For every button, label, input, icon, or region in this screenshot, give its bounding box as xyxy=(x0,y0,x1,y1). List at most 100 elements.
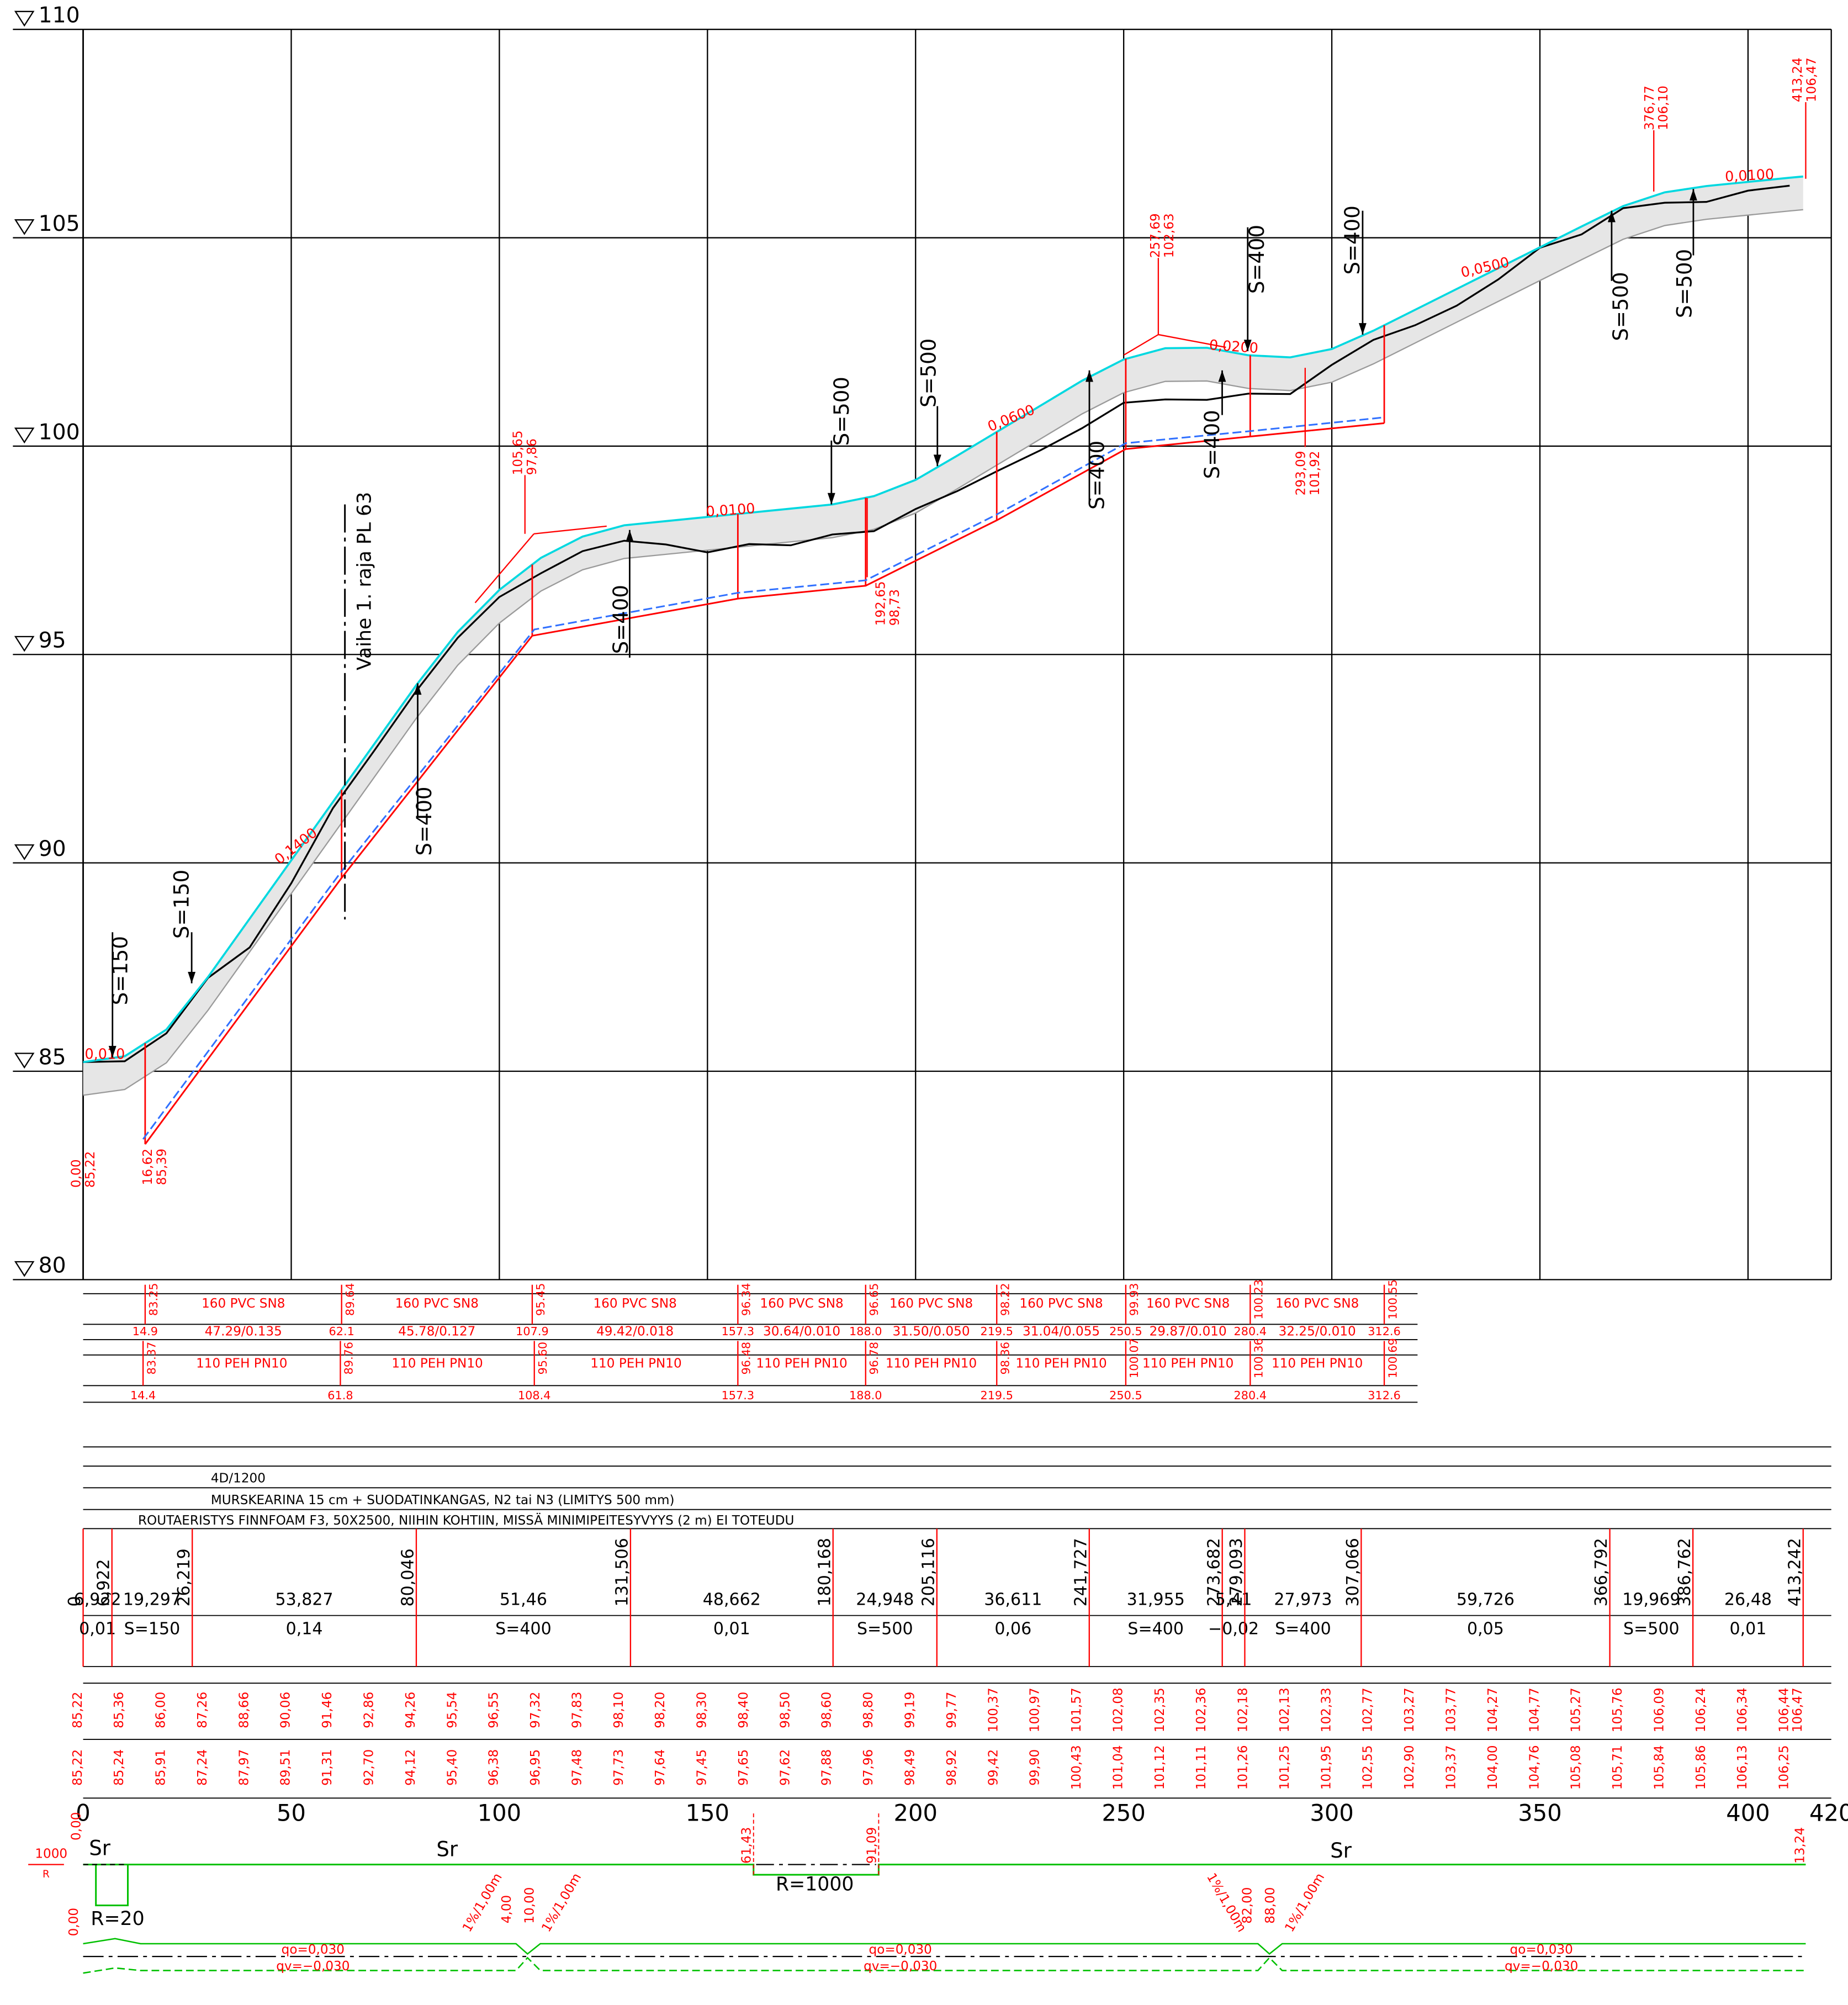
leader xyxy=(1123,334,1159,356)
pipe-name: 160 PVC SN8 xyxy=(1146,1297,1230,1311)
alignment-station: 61,43 xyxy=(740,1827,754,1864)
s-arrowhead xyxy=(1689,189,1697,201)
ground-elevation-label: 96,38 xyxy=(487,1749,501,1786)
x-tick-label: 420 xyxy=(1809,1799,1848,1826)
length-label: 53,827 xyxy=(276,1590,333,1609)
annotation-elevation: 106,10 xyxy=(1656,86,1671,130)
x-tick-label: 400 xyxy=(1726,1799,1770,1826)
annotation-station: 105,65 xyxy=(511,430,526,475)
grade-label: S=500 xyxy=(857,1620,913,1639)
pipe-name: 160 PVC SN8 xyxy=(1019,1297,1103,1311)
x-tick-label: 250 xyxy=(1102,1799,1145,1826)
radius-axis-label: R xyxy=(43,1869,50,1880)
grade-label: S=400 xyxy=(1275,1620,1331,1639)
leader xyxy=(474,533,534,604)
cross-slope-station: 88,00 xyxy=(1263,1887,1278,1924)
design-elevation-label: 101,57 xyxy=(1069,1687,1084,1732)
pipe-segment-label: 30.64/0.010 xyxy=(763,1325,840,1339)
grade-label: S=150 xyxy=(124,1620,181,1639)
design-elevation-label: 104,77 xyxy=(1527,1687,1542,1732)
x-tick-label: 150 xyxy=(686,1799,729,1826)
breakpoint-label: 131,506 xyxy=(613,1538,632,1606)
ground-elevation-label: 97,45 xyxy=(695,1749,709,1786)
pipe-station-label: 188.0 xyxy=(849,1325,882,1338)
ground-elevation-label: 102,55 xyxy=(1361,1745,1375,1790)
pipe-segment-label: 47.29/0.135 xyxy=(205,1325,282,1339)
design-elevation-label: 98,50 xyxy=(778,1692,792,1728)
annotation-station: 0,00 xyxy=(69,1159,83,1187)
cross-slope-lower xyxy=(83,1956,1806,1974)
x-tick-label: 50 xyxy=(277,1799,306,1826)
level-symbol xyxy=(14,427,35,444)
design-elevation-label: 98,80 xyxy=(861,1692,876,1728)
cross-slope-station: 4,00 xyxy=(500,1895,514,1923)
annotation-elevation: 85,39 xyxy=(155,1149,169,1185)
annotation-elevation: 97,86 xyxy=(525,438,539,475)
breakpoint-label: 279,093 xyxy=(1227,1538,1246,1606)
s-arrowhead xyxy=(1358,323,1367,335)
transition-label: 1%/1,00m xyxy=(539,1871,585,1935)
annotation-station: 16,62 xyxy=(141,1149,155,1185)
ground-elevation-label: 97,64 xyxy=(653,1749,668,1786)
breakpoint-label: 241,727 xyxy=(1071,1538,1090,1606)
length-label: 36,611 xyxy=(984,1590,1042,1609)
breakpoint-label: 26,219 xyxy=(174,1548,194,1606)
pipe-elevation-label: 95.60 xyxy=(536,1342,549,1375)
x-tick-label: 100 xyxy=(478,1799,521,1826)
pipe-name: 110 PEH PN10 xyxy=(391,1357,483,1371)
grade-label: S=400 xyxy=(495,1620,552,1639)
design-elevation-label: 105,27 xyxy=(1569,1687,1584,1732)
transition-label: 1%/1,00m xyxy=(1283,1871,1328,1935)
s-arrowhead xyxy=(1218,370,1226,382)
alignment-station: 0,00 xyxy=(69,1812,83,1840)
ground-elevation-label: 97,88 xyxy=(820,1749,834,1786)
pipe-name: 110 PEH PN10 xyxy=(1272,1357,1363,1371)
breakpoint-label: 386,762 xyxy=(1675,1538,1695,1606)
level-symbol xyxy=(14,1261,35,1277)
ground-elevation-label: 95,40 xyxy=(445,1749,459,1786)
level-symbol xyxy=(14,1052,35,1069)
y-tick-label: 90 xyxy=(39,837,66,861)
level-symbol xyxy=(14,219,35,235)
ground-elevation-label: 100,43 xyxy=(1069,1745,1084,1790)
design-elevation-label: 100,97 xyxy=(1028,1687,1042,1732)
ground-line xyxy=(83,184,1790,1064)
pipe-elevation-label: 89.76 xyxy=(342,1342,356,1375)
ground-elevation-label: 97,73 xyxy=(612,1749,626,1786)
length-label: 59,726 xyxy=(1457,1590,1515,1609)
annotation-station: 376,77 xyxy=(1643,86,1657,130)
pipe-station-label: 107.9 xyxy=(516,1325,549,1338)
s-arrowhead xyxy=(933,454,941,467)
design-elevation-label: 94,26 xyxy=(404,1692,418,1728)
design-elevation-label: 97,83 xyxy=(570,1692,584,1728)
pipe-elevation-label: 100.69 xyxy=(1386,1338,1399,1378)
pipe-elevation-label: 83.25 xyxy=(147,1283,160,1316)
design-elevation-label: 103,27 xyxy=(1402,1687,1417,1732)
annotation-station: 293,09 xyxy=(1294,451,1308,495)
pipe-name: 160 PVC SN8 xyxy=(202,1297,285,1311)
alignment-label: Sr xyxy=(436,1838,458,1861)
grade-label: 0,06 xyxy=(994,1620,1031,1639)
design-elevation-label: 97,32 xyxy=(528,1692,543,1728)
curve-label: R=20 xyxy=(91,1908,144,1930)
layer-label: ROUTAERISTYS FINNFOAM F3, 50X2500, NIIHI… xyxy=(138,1512,794,1528)
ground-elevation-label: 91,31 xyxy=(320,1749,335,1786)
design-elevation-label: 106,24 xyxy=(1694,1687,1708,1732)
s-label: S=500 xyxy=(917,338,940,408)
pipe-elevation-label: 89.64 xyxy=(343,1283,357,1316)
grade-label: 0,05 xyxy=(1467,1620,1504,1639)
x-tick-label: 200 xyxy=(894,1799,938,1826)
ground-elevation-label: 98,92 xyxy=(945,1749,959,1786)
s-arrowhead xyxy=(414,683,422,695)
ground-elevation-label: 104,00 xyxy=(1486,1745,1500,1790)
pipe-elevation-label: 96.48 xyxy=(740,1342,753,1375)
qv-label: qv=−0,030 xyxy=(864,1959,937,1974)
pipe-station-label: 14.4 xyxy=(130,1389,156,1402)
length-label: 48,662 xyxy=(703,1590,761,1609)
pipe-name: 110 PEH PN10 xyxy=(196,1357,287,1371)
design-elevation-label: 102,35 xyxy=(1153,1687,1167,1732)
pipe-station-label: 280.4 xyxy=(1234,1325,1267,1338)
breakpoint-label: 366,792 xyxy=(1592,1538,1611,1606)
y-tick-label: 85 xyxy=(39,1045,66,1070)
